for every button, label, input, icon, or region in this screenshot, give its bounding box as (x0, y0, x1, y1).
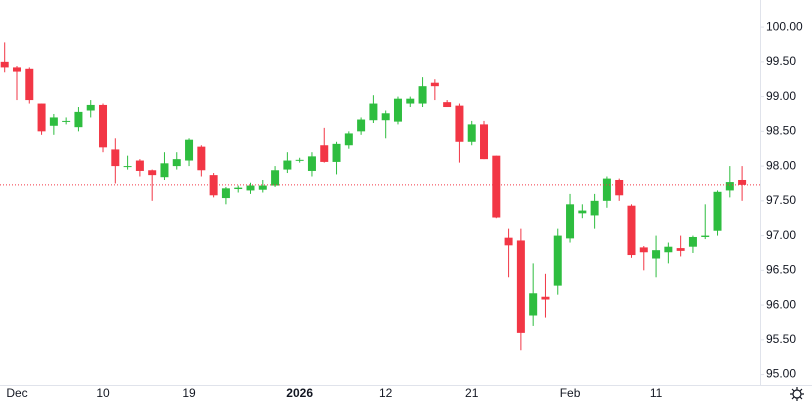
candle-body (393, 98, 402, 122)
candle-body (258, 185, 267, 190)
candle-body (344, 133, 353, 146)
candle-body (283, 160, 292, 170)
candle-body (221, 188, 230, 199)
candle-body (12, 67, 21, 72)
candle-body (74, 111, 83, 128)
y-tick-label: 98.50 (766, 124, 796, 138)
candle-body (738, 179, 747, 185)
x-tick-label: 12 (379, 386, 393, 400)
candle-body (37, 103, 46, 132)
x-tick-label: Dec (6, 386, 27, 400)
candle-body (713, 191, 722, 231)
y-tick-label: 98.00 (766, 158, 796, 172)
y-tick-label: 99.00 (766, 89, 796, 103)
candle-body (148, 170, 157, 176)
y-tick-label: 99.50 (766, 54, 796, 68)
candle-body (307, 156, 316, 171)
y-tick-label: 95.50 (766, 332, 796, 346)
y-tick-label: 96.00 (766, 297, 796, 311)
candle-body (566, 204, 575, 239)
candle-body (455, 105, 464, 142)
candle-body (332, 143, 341, 162)
candle-body (369, 103, 378, 121)
candle-body (492, 155, 501, 218)
candle-body (49, 117, 58, 126)
candle-body (418, 86, 427, 104)
candle-body (271, 170, 280, 186)
y-tick-label: 96.50 (766, 263, 796, 277)
candle-body (664, 246, 673, 253)
candle-body (443, 102, 452, 108)
candle-body (246, 185, 255, 191)
y-tick-label: 95.00 (766, 367, 796, 381)
candle-body (197, 146, 206, 171)
x-tick-label: 19 (182, 386, 196, 400)
y-tick-label: 97.50 (766, 193, 796, 207)
x-tick-label: 11 (650, 386, 663, 400)
candle-body (185, 139, 194, 161)
x-tick-label: Feb (560, 386, 581, 400)
x-tick-label: 21 (465, 386, 479, 400)
candle-body (160, 163, 169, 178)
candle-body (357, 119, 366, 132)
candle-body (627, 205, 636, 256)
x-tick-label: 2026 (286, 386, 313, 400)
candle-body (62, 120, 71, 122)
candle-body (111, 149, 120, 167)
candle-body (602, 178, 611, 201)
candle-body (0, 61, 9, 68)
candle-body (590, 200, 599, 216)
candle-body (504, 237, 513, 246)
y-tick-label: 100.00 (766, 19, 803, 33)
candle-body (123, 166, 132, 168)
candle-body (381, 113, 390, 121)
settings-gear-teeth[interactable] (790, 387, 804, 401)
candle-body (639, 247, 648, 253)
candle-body (701, 235, 710, 237)
candle-body (615, 179, 624, 196)
candle-body (688, 236, 697, 247)
candle-body (541, 296, 550, 300)
candle-body (516, 240, 525, 333)
candle-body (430, 82, 439, 87)
candle-body (652, 250, 661, 259)
candle-body (320, 145, 329, 162)
y-tick-label: 97.00 (766, 228, 796, 242)
settings-icon[interactable] (790, 387, 804, 401)
candle-body (480, 124, 489, 160)
candle-body (172, 159, 181, 167)
candle-body (25, 68, 34, 101)
x-tick-label: 10 (96, 386, 110, 400)
candle-body (295, 159, 304, 161)
candle-body (99, 104, 108, 148)
candle-body (86, 104, 95, 111)
candle-body (467, 124, 476, 142)
candle-body (234, 187, 243, 190)
candle-body (676, 248, 685, 251)
candle-body (135, 160, 144, 171)
candle-body (406, 98, 415, 104)
candle-body (725, 182, 734, 191)
candle-body (553, 235, 562, 286)
candle-body (529, 293, 538, 316)
candle-body (578, 210, 587, 214)
